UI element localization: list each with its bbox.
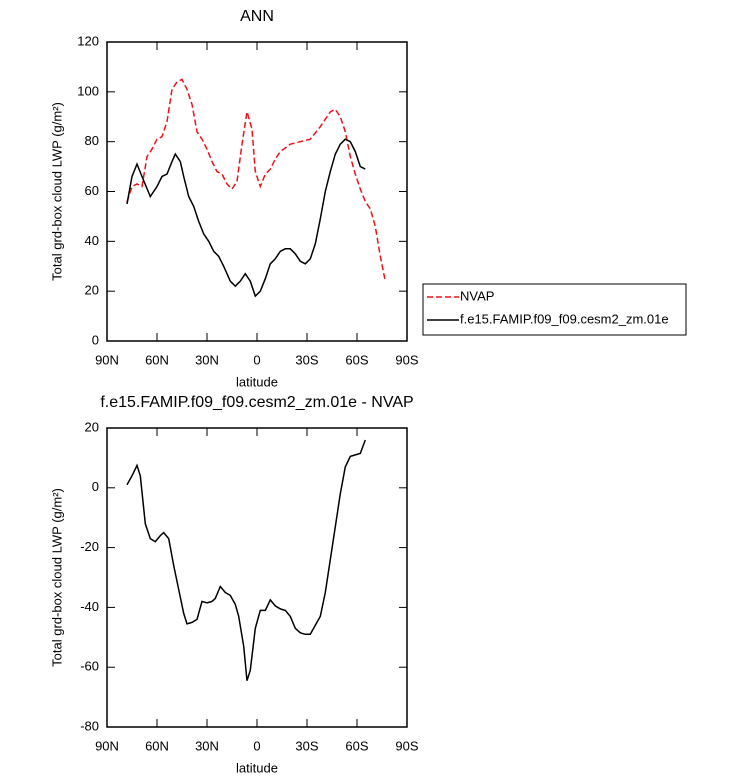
data-line [126,78,387,282]
legend-label: NVAP [460,288,494,303]
y-axis-label: Total grd-box cloud LWP (g/m²) [49,488,64,667]
legend-label: f.e15.FAMIP.f09_f09.cesm2_zm.01e [460,311,669,326]
x-axis-label: latitude [236,760,278,775]
x-tick-label: 30S [295,738,318,753]
y-tick-label: 0 [92,479,99,494]
data-line [126,439,367,681]
x-tick-label: 90S [395,738,418,753]
y-tick-label: -80 [80,718,99,733]
chart-title: ANN [240,8,274,25]
y-tick-label: 0 [92,332,99,347]
y-tick-label: 20 [85,283,99,298]
x-tick-label: 0 [253,352,260,367]
plot-frame [106,41,408,342]
legend-box [422,283,687,336]
x-tick-label: 30S [295,352,318,367]
x-tick-label: 90N [95,738,119,753]
y-tick-label: -40 [80,599,99,614]
x-tick-label: 60S [345,738,368,753]
data-line [126,138,366,298]
x-tick-label: 60S [345,352,368,367]
y-tick-label: 20 [85,419,99,434]
y-tick-label: 80 [85,133,99,148]
x-axis-label: latitude [236,374,278,389]
x-tick-label: 30N [195,352,219,367]
x-tick-label: 30N [195,738,219,753]
y-tick-label: 60 [85,183,99,198]
chart-title: f.e15.FAMIP.f09_f09.cesm2_zm.01e - NVAP [100,394,413,411]
x-tick-label: 60N [145,738,169,753]
x-tick-label: 90S [395,352,418,367]
y-tick-label: -20 [80,539,99,554]
plot-frame [106,427,408,728]
y-tick-label: -60 [80,659,99,674]
y-tick-label: 120 [77,33,99,48]
x-tick-label: 60N [145,352,169,367]
y-axis-label: Total grd-box cloud LWP (g/m²) [49,102,64,281]
y-tick-label: 40 [85,233,99,248]
x-tick-label: 90N [95,352,119,367]
x-tick-label: 0 [253,738,260,753]
y-tick-label: 100 [77,83,99,98]
